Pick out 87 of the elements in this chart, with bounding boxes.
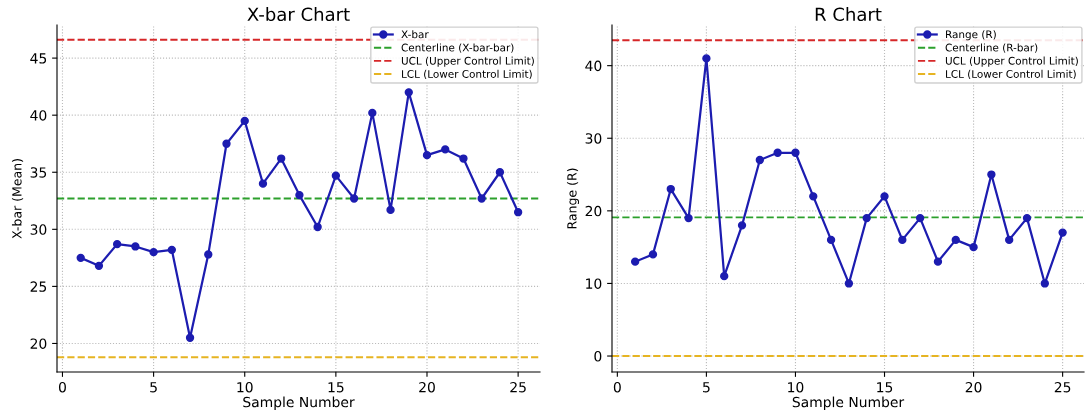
legend-label: LCL (Lower Control Limit)	[402, 69, 532, 80]
point	[880, 192, 889, 201]
point	[477, 194, 486, 203]
point	[809, 192, 818, 201]
y-tick-label: 25	[30, 281, 47, 292]
point	[791, 148, 800, 157]
legend-label: UCL (Upper Control Limit)	[401, 56, 534, 67]
x-tick-label: 5	[150, 382, 157, 393]
point	[112, 239, 122, 249]
point	[94, 261, 104, 271]
point	[167, 245, 176, 255]
point	[386, 205, 395, 215]
x-tick-label: 20	[419, 381, 435, 393]
point	[933, 257, 943, 266]
point	[313, 222, 322, 232]
point	[76, 253, 85, 263]
point	[149, 247, 158, 257]
point	[737, 221, 747, 230]
x-tick-label: 20	[965, 381, 982, 393]
x-tick-label: 15	[328, 382, 344, 393]
x-axis-title: Sample Number	[243, 396, 355, 410]
x-tick-label: 25	[1054, 381, 1071, 393]
x-tick-label: 10	[788, 381, 804, 393]
x-axis-title: Sample Number	[792, 396, 905, 410]
point	[702, 54, 711, 63]
point	[404, 88, 413, 97]
point	[204, 250, 213, 259]
point	[495, 168, 505, 177]
x-tick-label: 0	[58, 381, 66, 393]
point	[349, 194, 359, 203]
point	[630, 257, 640, 266]
point	[826, 235, 836, 245]
point	[951, 235, 960, 245]
point	[755, 155, 765, 165]
point	[222, 139, 231, 148]
x-tick-label: 5	[703, 382, 710, 393]
point	[666, 184, 675, 194]
point	[844, 279, 854, 288]
x-tick-label: 25	[510, 381, 526, 393]
x-tick-label: 10	[237, 381, 253, 393]
y-axis-title: X-bar (Mean)	[11, 159, 24, 239]
point	[987, 170, 996, 179]
point	[459, 154, 468, 163]
point	[898, 235, 907, 245]
point	[773, 148, 782, 157]
point	[368, 108, 377, 118]
legend-label: LCL (Lower Control Limit)	[946, 69, 1076, 80]
point	[422, 150, 432, 160]
y-tick-label: 40	[585, 60, 602, 72]
point	[240, 116, 249, 126]
point	[720, 272, 729, 281]
legend-label: Centerline (X-bar-bar)	[401, 43, 514, 53]
point	[1058, 228, 1067, 237]
y-tick-label: 45	[30, 53, 47, 64]
point	[295, 190, 304, 200]
point	[1040, 279, 1049, 288]
y-axis-title: Range (R)	[566, 168, 580, 229]
y-tick-label: 30	[30, 224, 47, 235]
y-tick-label: 10	[586, 278, 602, 289]
chart-title: R Chart	[815, 7, 882, 22]
legend-label: X-bar	[401, 30, 429, 39]
point	[915, 213, 925, 223]
y-tick-label: 0	[594, 351, 602, 362]
point	[277, 154, 286, 163]
point	[131, 242, 140, 251]
point	[331, 171, 341, 180]
point	[441, 145, 450, 154]
chart-title: X-bar Chart	[247, 7, 350, 22]
point	[185, 333, 195, 342]
y-tick-label: 35	[30, 167, 47, 178]
legend-label: Centerline (R-bar)	[945, 43, 1038, 53]
y-tick-label: 40	[30, 110, 47, 121]
legend-label: UCL (Upper Control Limit)	[945, 56, 1078, 67]
legend-label: Range (R)	[946, 30, 996, 41]
point	[1022, 213, 1032, 223]
y-tick-label: 20	[30, 338, 47, 349]
x-tick-label: 15	[877, 382, 893, 393]
point	[862, 213, 871, 223]
y-tick-label: 20	[585, 205, 602, 217]
point	[1005, 235, 1014, 245]
point	[969, 242, 978, 252]
point	[258, 179, 268, 188]
point	[648, 250, 658, 259]
point	[513, 208, 523, 217]
point	[684, 213, 693, 223]
x-tick-label: 0	[613, 381, 621, 393]
y-tick-label: 30	[585, 133, 602, 144]
